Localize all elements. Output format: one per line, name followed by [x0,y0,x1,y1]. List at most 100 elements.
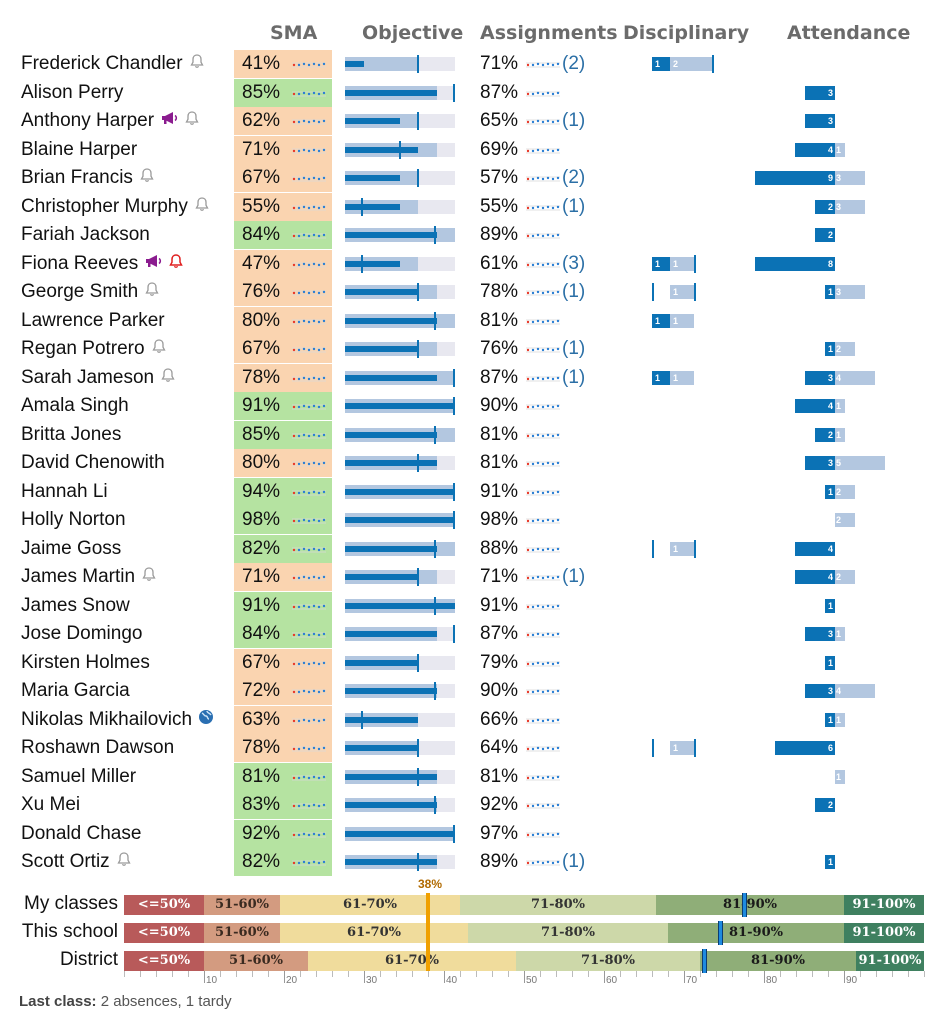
student-name[interactable]: Lawrence Parker [21,309,165,333]
student-name[interactable]: Christopher Murphy [21,195,210,219]
missing-assignments-count[interactable]: (1) [562,281,586,302]
missing-assignments-count[interactable]: (1) [562,338,586,359]
attendance-current[interactable]: 1 [825,484,835,499]
header-disciplinary[interactable]: Disciplinary [623,22,750,44]
student-name[interactable]: Jaime Goss [21,537,121,561]
attendance-previous[interactable]: 4 [835,370,875,385]
student-row[interactable]: Xu Mei 83% 92% 2 [0,791,949,819]
disciplinary-current[interactable]: 1 [652,313,670,328]
attendance-current[interactable]: 2 [815,798,835,812]
distribution-segment[interactable]: 51-60% [204,951,308,971]
distribution-segment[interactable]: <=50% [124,895,204,915]
student-row[interactable]: Holly Norton 98% 98% 2 [0,506,949,534]
missing-assignments-count[interactable]: (2) [562,53,586,74]
attendance-previous[interactable]: 1 [835,399,845,413]
attendance-current[interactable]: 3 [805,370,835,385]
attendance-current[interactable]: 3 [805,627,835,641]
distribution-segment[interactable]: 71-80% [516,951,700,971]
student-row[interactable]: Samuel Miller 81% 81% 1 [0,762,949,791]
bell-icon[interactable] [139,166,155,190]
attendance-current[interactable]: 9 [755,171,835,185]
student-row[interactable]: Christopher Murphy 55% 55% (1) 2 3 [0,192,949,221]
student-row[interactable]: Jaime Goss 82% 88% 1 4 [0,534,949,563]
student-name[interactable]: James Snow [21,594,130,618]
student-name[interactable]: Frederick Chandler [21,52,205,76]
missing-assignments-count[interactable]: (1) [562,110,586,131]
distribution-segment[interactable]: 51-60% [204,895,280,915]
student-name[interactable]: Hannah Li [21,480,108,504]
student-row[interactable]: Regan Potrero 67% 76% (1) 1 2 [0,335,949,363]
distribution-segment[interactable]: 81-90% [668,923,844,943]
student-name[interactable]: Amala Singh [21,394,129,418]
bell-red-icon[interactable] [168,252,184,276]
header-objective[interactable]: Objective [362,22,464,44]
student-row[interactable]: David Chenowith 80% 81% 3 5 [0,449,949,477]
attendance-current[interactable]: 1 [825,342,835,356]
attendance-current[interactable]: 3 [805,456,835,470]
distribution-segment[interactable]: 61-70% [280,895,460,915]
distribution-segment[interactable]: 71-80% [468,923,668,943]
distribution-segment[interactable]: 51-60% [204,923,280,943]
student-name[interactable]: Fiona Reeves [21,252,184,276]
disciplinary-previous[interactable]: 1 [670,370,694,385]
student-row[interactable]: James Snow 91% 91% 1 [0,591,949,620]
attendance-previous[interactable]: 1 [835,142,845,157]
student-name[interactable]: Regan Potrero [21,337,167,361]
student-row[interactable]: Fariah Jackson 84% 89% 2 [0,221,949,249]
student-name[interactable]: Donald Chase [21,822,141,846]
disciplinary-previous[interactable]: 1 [670,256,694,271]
megaphone-icon[interactable] [160,109,178,133]
student-row[interactable]: Brian Francis 67% 57% (2) 9 3 [0,164,949,192]
student-name[interactable]: Fariah Jackson [21,223,150,247]
student-name[interactable]: Jose Domingo [21,622,142,646]
student-row[interactable]: Blaine Harper 71% 69% 4 1 [0,135,949,164]
attendance-previous[interactable]: 3 [835,171,865,185]
bell-icon[interactable] [116,850,132,874]
attendance-previous[interactable]: 1 [835,427,845,442]
header-sma[interactable]: SMA [270,22,318,44]
student-row[interactable]: Alison Perry 85% 87% 3 [0,78,949,107]
attendance-current[interactable]: 4 [795,570,835,584]
distribution-segment[interactable]: 91-100% [856,951,924,971]
student-name[interactable]: Samuel Miller [21,765,136,789]
disciplinary-previous[interactable]: 2 [670,57,712,71]
student-name[interactable]: Maria Garcia [21,679,130,703]
student-name[interactable]: Britta Jones [21,423,121,447]
student-name[interactable]: Nikolas Mikhailovich [21,708,214,732]
student-row[interactable]: Lawrence Parker 80% 81% 1 1 [0,306,949,335]
distribution-segment[interactable]: 81-90% [656,895,844,915]
attendance-previous[interactable]: 1 [835,769,845,784]
attendance-current[interactable]: 3 [805,684,835,698]
attendance-current[interactable]: 4 [795,142,835,157]
attendance-current[interactable]: 2 [815,199,835,214]
attendance-current[interactable]: 3 [805,85,835,100]
student-row[interactable]: Maria Garcia 72% 90% 3 4 [0,677,949,705]
student-row[interactable]: Scott Ortiz 82% 89% (1) 1 [0,848,949,876]
student-name[interactable]: David Chenowith [21,451,165,475]
bell-icon[interactable] [151,337,167,361]
attendance-current[interactable]: 8 [755,256,835,271]
missing-assignments-count[interactable]: (1) [562,851,586,872]
attendance-previous[interactable]: 2 [835,484,855,499]
bell-icon[interactable] [160,366,176,390]
missing-assignments-count[interactable]: (1) [562,195,586,217]
attendance-previous[interactable]: 1 [835,712,845,727]
student-name[interactable]: Roshawn Dawson [21,736,174,760]
attendance-previous[interactable]: 3 [835,285,865,299]
student-row[interactable]: Fiona Reeves 47% 61% (3) 1 1 8 [0,249,949,278]
student-row[interactable]: Donald Chase 92% 97% [0,819,949,848]
student-row[interactable]: Kirsten Holmes 67% 79% 1 [0,648,949,677]
disciplinary-previous[interactable]: 1 [670,541,694,556]
student-row[interactable]: Jose Domingo 84% 87% 3 1 [0,620,949,648]
student-name[interactable]: James Martin [21,565,157,589]
distribution-segment[interactable]: 71-80% [460,895,656,915]
attendance-current[interactable]: 2 [815,228,835,242]
distribution-segment[interactable]: 91-100% [844,923,924,943]
student-name[interactable]: Alison Perry [21,81,123,105]
student-name[interactable]: Xu Mei [21,793,80,817]
bell-icon[interactable] [184,109,200,133]
student-row[interactable]: Britta Jones 85% 81% 2 1 [0,420,949,449]
missing-assignments-count[interactable]: (2) [562,167,586,188]
attendance-current[interactable]: 6 [775,741,835,755]
missing-assignments-count[interactable]: (1) [562,566,586,587]
